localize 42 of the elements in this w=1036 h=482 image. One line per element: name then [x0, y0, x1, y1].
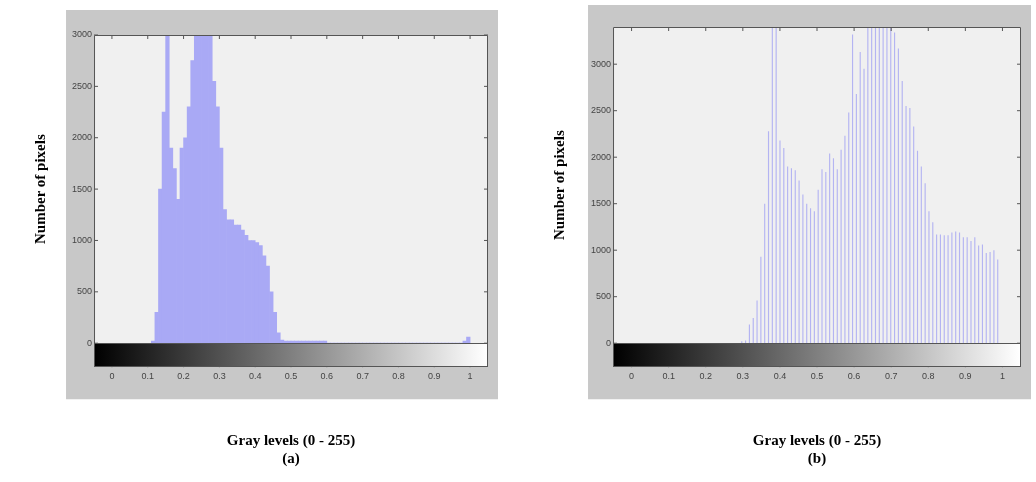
x-tick-label: 0.4: [248, 371, 262, 382]
y-axis-title: Number of pixels: [550, 130, 567, 240]
y-tick-label: 1500: [71, 183, 93, 194]
y-tick-label: 3000: [590, 58, 612, 69]
x-tick-label: 0.1: [141, 371, 154, 382]
x-tick-label: 0.7: [884, 371, 898, 382]
y-tick-label: 0: [87, 337, 93, 348]
y-tick-label: 500: [76, 286, 93, 297]
x-axis-title: Gray levels (0 - 255): [226, 431, 356, 449]
x-tick-label: 0.4: [773, 371, 787, 382]
x-tick-label: 0: [629, 371, 635, 382]
x-tick-label: 0: [109, 371, 115, 382]
x-tick-label: 0.1: [662, 371, 675, 382]
y-tick-label: 3000: [71, 29, 93, 40]
y-tick-label: 2500: [590, 105, 612, 116]
y-tick-label: 1000: [590, 244, 612, 255]
x-tick-label: 0.2: [177, 371, 190, 382]
y-tick-label: 1000: [71, 234, 93, 245]
x-tick-label: 0.3: [213, 371, 226, 382]
x-tick-label: 0.9: [428, 371, 441, 382]
x-tick-label: 1: [999, 371, 1005, 382]
y-tick-label: 1500: [590, 198, 612, 209]
x-tick-label: 0.6: [847, 371, 861, 382]
y-tick-label: 2000: [590, 151, 612, 162]
y-tick-label: 0: [606, 337, 612, 348]
x-tick-label: 0.7: [356, 371, 369, 382]
x-tick-label: 1: [467, 371, 473, 382]
x-tick-label: 0.6: [320, 371, 334, 382]
x-tick-label: 0.9: [959, 371, 972, 382]
x-tick-label: 0.8: [922, 371, 935, 382]
y-tick-label: 500: [595, 291, 612, 302]
x-tick-label: 0.5: [810, 371, 824, 382]
text: (b): [807, 450, 827, 468]
text: (a): [282, 450, 300, 468]
y-tick-label: 2000: [71, 132, 93, 143]
x-tick-label: 0.8: [392, 371, 405, 382]
y-tick-label: 2500: [71, 80, 93, 91]
x-tick-label: 0.2: [699, 371, 712, 382]
x-tick-label: 0.3: [736, 371, 750, 382]
x-tick-label: 0.5: [284, 371, 298, 382]
y-axis-title: Number of pixels: [31, 134, 48, 244]
x-axis-title: Gray levels (0 - 255): [752, 431, 882, 449]
